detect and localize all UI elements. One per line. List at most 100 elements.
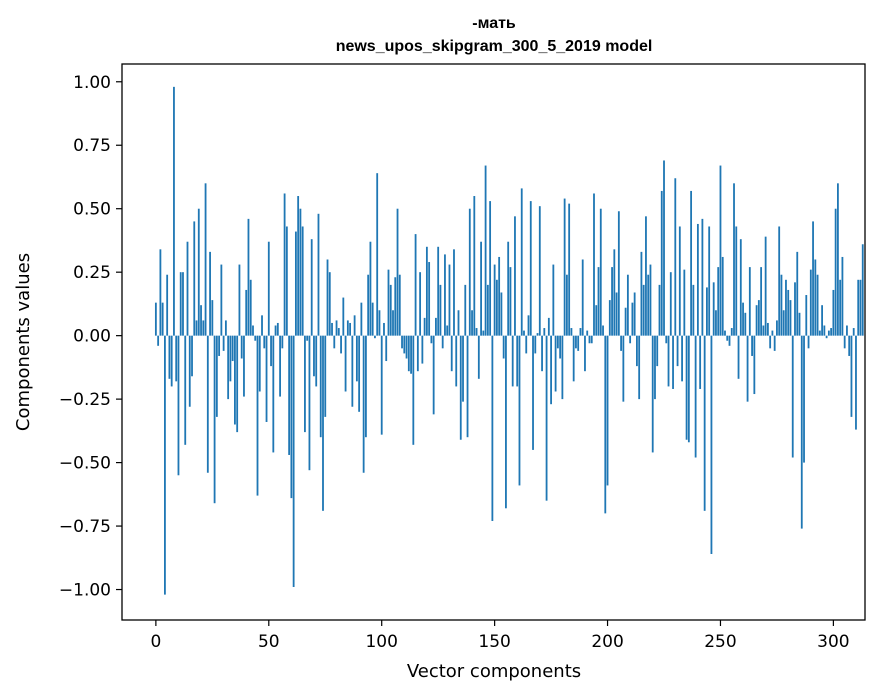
bar-2 [159, 249, 162, 336]
bar-58 [285, 226, 288, 336]
bar-21 [202, 320, 205, 336]
bar-30 [222, 335, 225, 351]
bar-172 [543, 328, 546, 336]
bar-129 [446, 325, 449, 336]
bar-167 [532, 335, 534, 450]
bar-19 [197, 208, 200, 336]
bar-18 [195, 320, 198, 336]
bar-306 [846, 325, 848, 336]
bar-210 [629, 335, 632, 344]
bar-268 [760, 267, 763, 336]
bar-83 [342, 297, 345, 336]
bar-56 [281, 335, 284, 349]
bar-211 [631, 302, 634, 336]
bar-229 [672, 335, 674, 389]
bar-25 [211, 300, 214, 336]
bar-156 [507, 241, 510, 336]
bar-260 [742, 302, 744, 336]
bar-256 [733, 183, 735, 336]
bar-85 [346, 320, 349, 336]
bar-269 [762, 325, 765, 336]
bar-97 [374, 335, 376, 339]
bar-79 [333, 335, 336, 349]
bar-155 [505, 335, 507, 509]
bar-289 [807, 335, 810, 349]
bar-295 [821, 305, 823, 336]
bar-278 [782, 310, 785, 336]
bar-284 [796, 251, 799, 336]
bar-88 [353, 315, 356, 336]
bar-59 [288, 335, 291, 455]
y-tick-label-6: 0.50 [73, 200, 111, 220]
bar-122 [430, 335, 433, 344]
bar-166 [529, 201, 532, 336]
bar-301 [834, 208, 837, 336]
bar-137 [464, 284, 467, 336]
bar-231 [676, 335, 679, 367]
bar-0 [154, 302, 157, 336]
bar-291 [812, 221, 814, 336]
bar-139 [468, 208, 471, 336]
bar-1 [157, 335, 160, 346]
bar-6 [168, 335, 171, 379]
bar-262 [746, 335, 749, 402]
bar-283 [794, 282, 796, 336]
bar-87 [351, 335, 354, 407]
bar-189 [581, 259, 584, 336]
bar-244 [706, 287, 708, 336]
bar-239 [694, 335, 697, 458]
bar-193 [590, 335, 593, 344]
bar-75 [324, 335, 327, 417]
bar-264 [751, 335, 753, 356]
bar-94 [367, 274, 370, 336]
bar-308 [850, 335, 853, 417]
bar-100 [380, 335, 383, 435]
y-tick-label-1: −0.75 [59, 517, 111, 537]
bar-38 [240, 335, 243, 359]
bar-204 [615, 292, 618, 336]
bar-61 [292, 335, 295, 587]
bar-179 [559, 335, 562, 359]
bar-286 [800, 335, 803, 529]
bar-133 [455, 335, 458, 387]
bar-14 [186, 241, 189, 336]
bar-176 [552, 264, 555, 336]
bar-285 [798, 312, 801, 336]
bar-170 [538, 206, 541, 336]
bar-273 [771, 330, 774, 336]
bar-175 [550, 335, 552, 405]
bar-76 [326, 259, 329, 336]
bar-22 [204, 183, 207, 336]
bar-293 [816, 274, 819, 336]
bar-66 [304, 335, 306, 433]
bar-98 [376, 173, 379, 336]
bar-277 [780, 274, 783, 336]
bar-219 [649, 264, 652, 336]
bar-168 [534, 335, 537, 354]
bar-4 [164, 335, 166, 595]
bar-233 [681, 335, 683, 382]
y-axis-ticks: −1.00 −0.75 −0.50 −0.25 0.00 0.25 0.50 0.75 1.00 [59, 73, 122, 601]
bar-171 [541, 335, 543, 372]
bar-107 [396, 208, 399, 336]
bar-224 [660, 190, 663, 336]
bar-223 [658, 284, 661, 336]
bar-250 [719, 165, 722, 336]
bar-150 [493, 264, 496, 336]
bar-77 [328, 272, 331, 336]
bar-151 [495, 279, 498, 336]
y-tick-label-4: 0.00 [73, 327, 111, 347]
bar-84 [344, 335, 347, 392]
bar-20 [200, 305, 202, 336]
bar-228 [669, 272, 672, 336]
bar-121 [428, 262, 431, 336]
bar-7 [170, 335, 173, 387]
bar-247 [712, 282, 715, 336]
bar-134 [457, 310, 460, 336]
bar-116 [416, 335, 419, 372]
bar-8 [173, 86, 175, 336]
y-tick-label-5: 0.25 [73, 263, 111, 283]
bar-251 [721, 256, 724, 336]
